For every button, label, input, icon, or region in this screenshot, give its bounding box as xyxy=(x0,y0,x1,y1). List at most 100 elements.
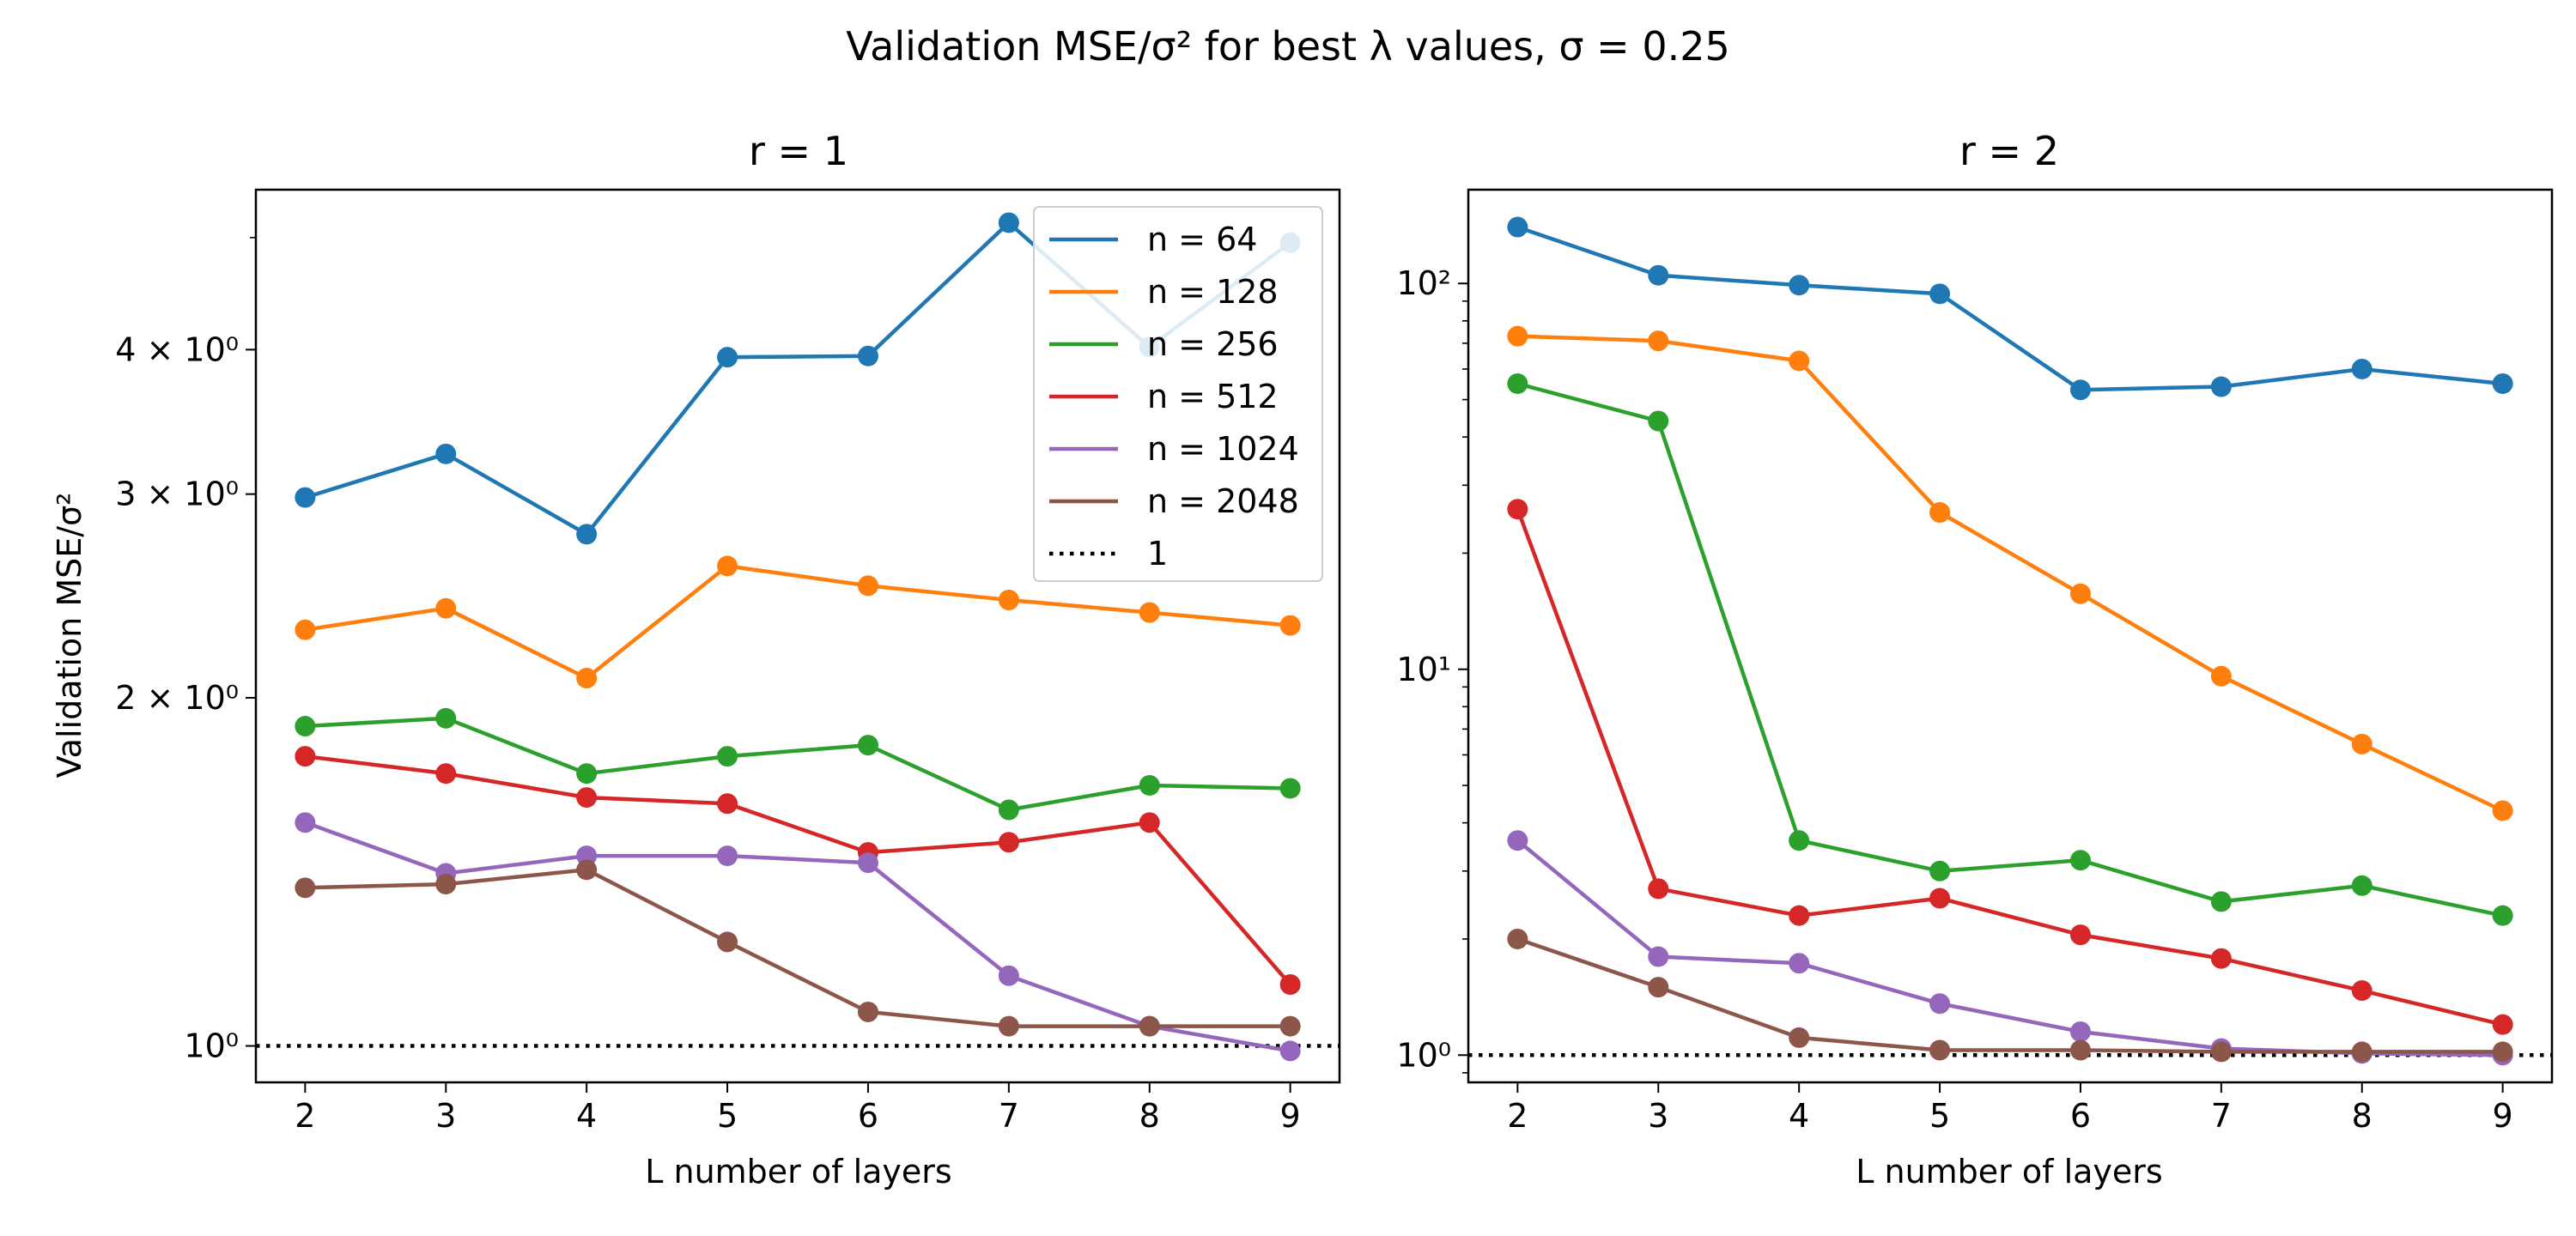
data-point-n-128 xyxy=(576,667,598,688)
data-point-n-1024 xyxy=(1929,993,1951,1015)
panel-title-r2: r = 2 xyxy=(1959,128,2059,174)
y-axis-label-r1: Validation MSE/σ² xyxy=(51,493,88,779)
data-point-n-128 xyxy=(435,597,457,619)
x-tick-label: 5 xyxy=(717,1097,738,1135)
data-point-n-2048 xyxy=(295,877,316,899)
data-point-n-512 xyxy=(1507,499,1528,520)
data-point-n-256 xyxy=(717,746,738,767)
data-point-n-512 xyxy=(576,787,598,809)
x-axis-ticks-r2: 2 3 4 5 6 7 8 9 xyxy=(1507,1082,2513,1135)
legend-box xyxy=(1033,206,1323,582)
data-point-n-256 xyxy=(998,799,1019,821)
data-point-n-512 xyxy=(1789,905,1810,926)
x-tick-label: 3 xyxy=(435,1097,456,1135)
data-point-n-2048 xyxy=(2492,1041,2513,1063)
panel-r2: r = 2 2 3 4 5 6 7 8 9 10⁰ 10¹ 10² L number of lay… xyxy=(1396,128,2554,1191)
x-tick-label: 3 xyxy=(1648,1097,1668,1135)
data-point-n-1024 xyxy=(1507,830,1528,851)
x-tick-label: 9 xyxy=(1280,1097,1301,1135)
series-line-n-1024 xyxy=(304,821,1291,1053)
data-point-n-2048 xyxy=(1507,928,1528,949)
data-point-n-1024 xyxy=(2069,1021,2091,1042)
series-line-n-256 xyxy=(1516,381,2504,918)
data-point-n-64 xyxy=(857,345,878,367)
plot-frame-r2 xyxy=(1467,188,2554,1084)
series-line-n-64 xyxy=(1516,225,2503,392)
data-point-n-1024 xyxy=(717,845,738,867)
data-point-n-1024 xyxy=(1648,946,1669,967)
x-tick-label: 2 xyxy=(1507,1097,1528,1135)
y-axis-ticks-r2: 10⁰ 10¹ 10² xyxy=(1396,264,1468,1074)
data-point-n-512 xyxy=(295,746,316,767)
data-point-n-2048 xyxy=(1139,1015,1160,1037)
series-line-n-2048 xyxy=(305,868,1291,1028)
data-point-n-64 xyxy=(2492,373,2513,394)
y-tick-label: 10² xyxy=(1396,264,1451,302)
series-line-n-128 xyxy=(305,564,1291,681)
x-tick-label: 9 xyxy=(2493,1097,2513,1135)
legend-label-n-64: n = 64 xyxy=(1147,221,1257,258)
panel-title-r1: r = 1 xyxy=(749,128,848,174)
y-tick-label: 3 × 10⁰ xyxy=(115,476,239,513)
data-point-n-256 xyxy=(857,735,878,756)
data-point-n-512 xyxy=(2492,1014,2513,1035)
series-group xyxy=(256,212,1340,1062)
legend-label-n-256: n = 256 xyxy=(1147,325,1279,363)
data-point-n-1024 xyxy=(1279,1040,1301,1062)
data-point-n-512 xyxy=(2210,948,2232,969)
data-point-n-512 xyxy=(1279,974,1301,996)
series-line-n-128 xyxy=(1517,334,2504,813)
data-point-n-256 xyxy=(2210,891,2232,912)
series-group xyxy=(1468,216,2552,1066)
x-tick-label: 7 xyxy=(999,1097,1019,1135)
data-point-n-128 xyxy=(1789,350,1810,372)
data-point-n-64 xyxy=(998,212,1019,233)
data-point-n-512 xyxy=(1648,878,1669,900)
data-point-n-1024 xyxy=(295,812,316,833)
x-tick-label: 6 xyxy=(858,1097,878,1135)
data-point-n-256 xyxy=(2351,875,2372,896)
x-axis-label-r2: L number of layers xyxy=(1856,1153,2162,1191)
data-point-n-64 xyxy=(2351,358,2372,379)
data-point-n-128 xyxy=(2351,733,2372,754)
x-tick-label: 8 xyxy=(2352,1097,2372,1135)
data-point-n-64 xyxy=(1929,283,1951,305)
data-point-n-64 xyxy=(717,347,738,368)
legend-label-n-1024: n = 1024 xyxy=(1147,430,1299,468)
data-point-n-2048 xyxy=(2069,1039,2091,1061)
data-point-n-2048 xyxy=(435,874,457,895)
data-point-n-2048 xyxy=(2351,1041,2372,1063)
y-tick-label: 10⁰ xyxy=(1396,1036,1451,1074)
data-point-n-512 xyxy=(2069,924,2091,946)
data-point-n-256 xyxy=(1929,860,1951,882)
data-point-n-2048 xyxy=(998,1015,1019,1037)
y-tick-label: 10⁰ xyxy=(184,1027,239,1065)
data-point-n-2048 xyxy=(1648,977,1669,998)
plot-area-r1 xyxy=(256,212,1340,1062)
data-point-n-64 xyxy=(576,524,598,545)
data-point-n-128 xyxy=(1507,325,1528,347)
y-tick-label: 2 × 10⁰ xyxy=(115,679,239,717)
data-point-n-128 xyxy=(717,555,738,577)
data-point-n-128 xyxy=(295,619,316,640)
data-point-n-64 xyxy=(295,487,316,508)
series-line-n-2048 xyxy=(1516,936,2503,1054)
data-point-n-128 xyxy=(1929,502,1951,524)
data-point-n-256 xyxy=(1279,778,1301,799)
data-point-n-256 xyxy=(2069,850,2091,871)
data-point-n-64 xyxy=(435,443,457,464)
data-point-n-128 xyxy=(1279,615,1301,636)
data-point-n-2048 xyxy=(1929,1039,1951,1061)
data-point-n-512 xyxy=(2351,980,2372,1002)
series-line-n-256 xyxy=(305,716,1291,812)
data-point-n-512 xyxy=(1139,812,1160,833)
legend-r1: n = 64 n = 128 n = 256 n = 512 n = 1024 n = 2… xyxy=(1033,206,1323,582)
data-point-n-64 xyxy=(1507,216,1528,238)
data-point-n-512 xyxy=(435,763,457,785)
data-point-n-1024 xyxy=(998,965,1019,986)
data-point-n-64 xyxy=(2069,379,2091,401)
data-point-n-256 xyxy=(435,707,457,729)
data-point-n-512 xyxy=(717,793,738,815)
